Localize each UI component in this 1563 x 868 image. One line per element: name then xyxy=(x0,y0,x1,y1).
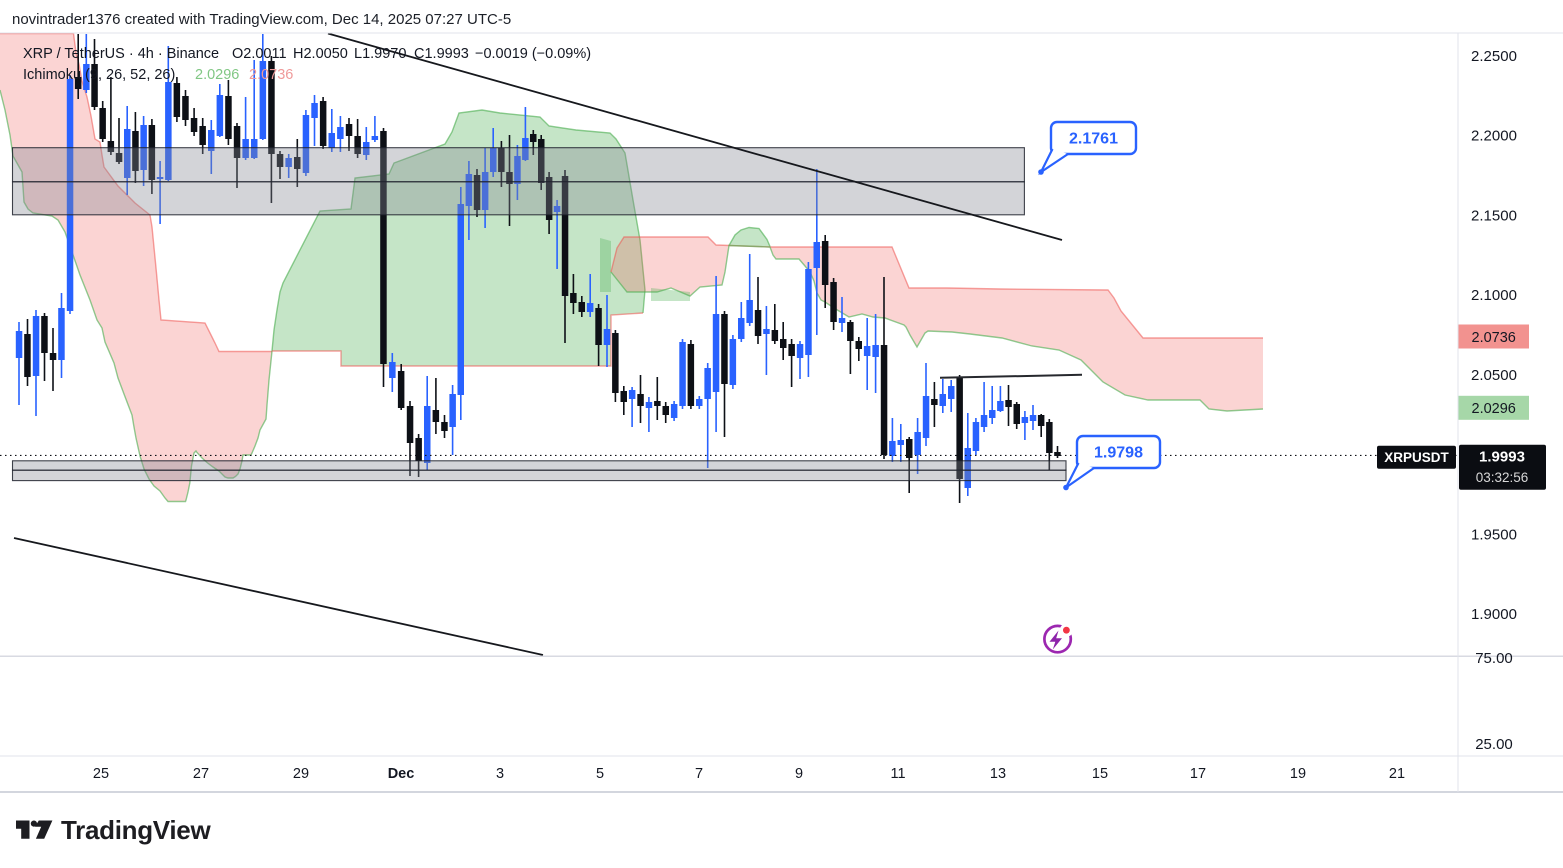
svg-text:2.0500: 2.0500 xyxy=(1471,367,1517,384)
svg-text:25.00: 25.00 xyxy=(1475,736,1513,753)
svg-text:1.9798: 1.9798 xyxy=(1094,445,1143,462)
svg-text:9: 9 xyxy=(795,766,803,782)
svg-text:13: 13 xyxy=(990,766,1006,782)
svg-text:2.1000: 2.1000 xyxy=(1471,287,1517,304)
svg-text:2.0296: 2.0296 xyxy=(1472,401,1516,417)
svg-text:1.9000: 1.9000 xyxy=(1471,606,1517,623)
svg-text:17: 17 xyxy=(1190,766,1206,782)
svg-text:O2.0011: O2.0011 xyxy=(232,46,287,62)
svg-text:2.2500: 2.2500 xyxy=(1471,48,1517,65)
svg-text:−0.0019 (−0.09%): −0.0019 (−0.09%) xyxy=(475,46,591,62)
svg-text:11: 11 xyxy=(890,766,905,782)
svg-text:2.2000: 2.2000 xyxy=(1471,128,1517,145)
svg-text:TradingView: TradingView xyxy=(61,815,211,845)
svg-text:27: 27 xyxy=(193,766,209,782)
svg-text:novintrader1376 created with T: novintrader1376 created with TradingView… xyxy=(12,11,511,28)
svg-text:5: 5 xyxy=(596,766,604,782)
svg-text:2.0736: 2.0736 xyxy=(249,67,293,83)
svg-text:C1.9993: C1.9993 xyxy=(414,46,469,62)
svg-text:19: 19 xyxy=(1290,766,1306,782)
svg-text:2.0296: 2.0296 xyxy=(195,67,239,83)
svg-text:3: 3 xyxy=(496,766,504,782)
svg-text:2.0736: 2.0736 xyxy=(1472,330,1516,346)
svg-text:XRP / TetherUS · 4h · Binance: XRP / TetherUS · 4h · Binance xyxy=(23,46,219,62)
svg-text:L1.9970: L1.9970 xyxy=(354,46,406,62)
svg-text:21: 21 xyxy=(1389,766,1405,782)
svg-text:2.1761: 2.1761 xyxy=(1069,131,1118,148)
svg-text:1.9993: 1.9993 xyxy=(1479,449,1525,466)
svg-text:2.1500: 2.1500 xyxy=(1471,207,1517,224)
svg-text:29: 29 xyxy=(293,766,309,782)
svg-text:XRPUSDT: XRPUSDT xyxy=(1384,450,1449,465)
svg-text:15: 15 xyxy=(1092,766,1108,782)
svg-text:Dec: Dec xyxy=(388,766,415,782)
svg-text:03:32:56: 03:32:56 xyxy=(1476,470,1529,485)
svg-text:75.00: 75.00 xyxy=(1475,650,1513,667)
svg-text:7: 7 xyxy=(695,766,703,782)
svg-text:1.9500: 1.9500 xyxy=(1471,526,1517,543)
svg-text:25: 25 xyxy=(93,766,109,782)
svg-text:H2.0050: H2.0050 xyxy=(293,46,348,62)
svg-text:Ichimoku (9, 26, 52, 26): Ichimoku (9, 26, 52, 26) xyxy=(23,67,175,83)
